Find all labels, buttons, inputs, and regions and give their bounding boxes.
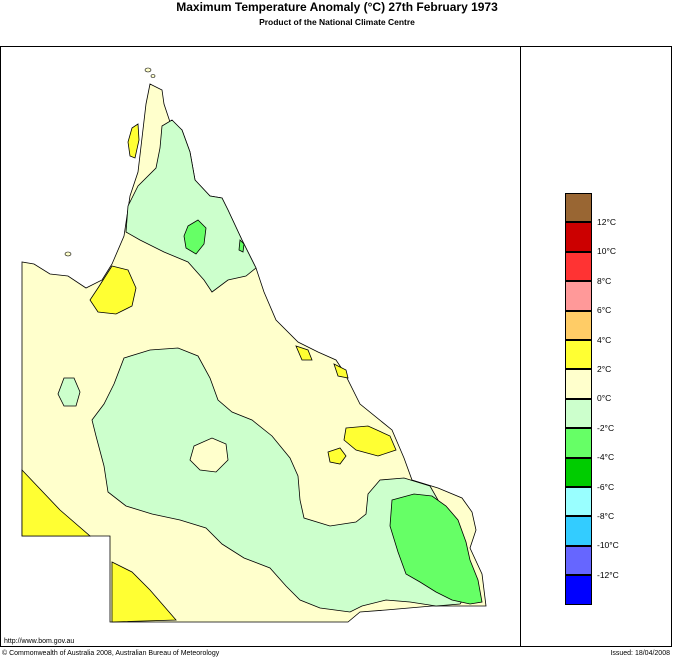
anomaly-region-central-hole xyxy=(189,437,229,473)
legend-swatch xyxy=(565,487,592,517)
anomaly-region-coast-1 xyxy=(295,345,313,361)
legend-label: -10°C xyxy=(597,540,619,550)
anomaly-region-cape xyxy=(125,119,257,293)
legend-swatch xyxy=(565,545,592,576)
legend-label: 12°C xyxy=(597,217,616,227)
legend-swatch xyxy=(565,193,592,223)
legend-label: 4°C xyxy=(597,335,612,345)
legend-swatch xyxy=(565,222,592,252)
legend-swatch xyxy=(565,310,592,340)
legend-swatch xyxy=(565,398,592,429)
torres-strait-island xyxy=(150,74,156,78)
anomaly-region-coast-3 xyxy=(343,425,397,457)
source-url: http://www.bom.gov.au xyxy=(4,638,75,645)
map-title: Maximum Temperature Anomaly (°C) 27th Fe… xyxy=(176,0,498,14)
anomaly-region-far-north xyxy=(127,123,140,159)
anomaly-region-east-green xyxy=(238,239,245,253)
anomaly-region-south xyxy=(111,561,177,623)
legend-swatch xyxy=(565,516,592,546)
copyright-notice: © Commonwealth of Australia 2008, Austra… xyxy=(2,650,220,657)
torres-strait-island xyxy=(144,67,152,73)
legend-label: 6°C xyxy=(597,305,612,315)
legend-swatch xyxy=(565,575,592,605)
legend-label: 8°C xyxy=(597,276,612,286)
anomaly-region-southwest xyxy=(21,468,92,537)
anomaly-region-southeast xyxy=(389,493,483,605)
legend-divider xyxy=(520,46,521,647)
legend-label: -4°C xyxy=(597,452,615,462)
legend-label: -8°C xyxy=(597,511,615,521)
legend-swatch xyxy=(565,281,592,311)
gulf-island xyxy=(64,251,72,257)
legend-label: 0°C xyxy=(597,393,612,403)
map-subtitle: Product of the National Climate Centre xyxy=(259,17,415,27)
map-frame xyxy=(0,46,672,647)
anomaly-region-gulf xyxy=(89,265,137,315)
issued-date: Issued: 18/04/2008 xyxy=(610,650,670,657)
anomaly-region-west xyxy=(57,377,81,407)
legend-label: 2°C xyxy=(597,364,612,374)
legend-label: -12°C xyxy=(597,570,619,580)
anomaly-region-cape-green xyxy=(183,219,207,255)
anomaly-region-coast-2 xyxy=(333,363,349,379)
legend-label: -6°C xyxy=(597,482,615,492)
legend-swatch xyxy=(565,251,592,282)
legend-swatch xyxy=(565,369,592,399)
legend-label: 10°C xyxy=(597,246,616,256)
legend-label: -2°C xyxy=(597,423,615,433)
legend-swatch xyxy=(565,428,592,458)
legend-swatch xyxy=(565,457,592,487)
legend-swatch xyxy=(565,340,592,370)
anomaly-region-coast-4 xyxy=(327,447,347,465)
